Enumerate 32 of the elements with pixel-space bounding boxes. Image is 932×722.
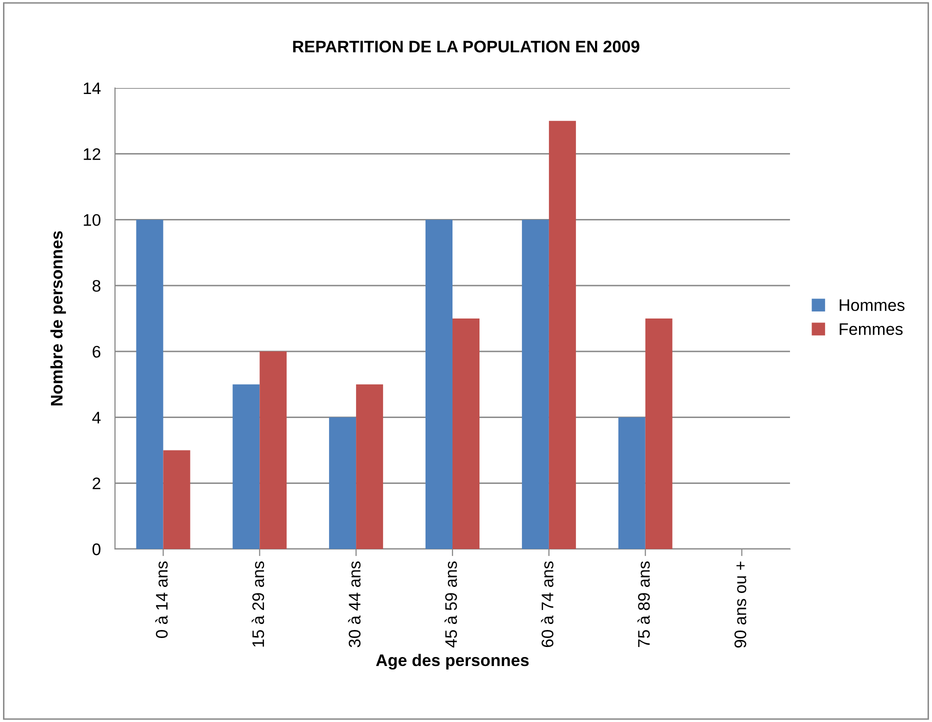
x-tick-label: 45 à 59 ans (444, 561, 457, 648)
x-tick-label: 75 à 89 ans (637, 561, 650, 648)
y-tick-label: 14 (84, 82, 101, 94)
bar (260, 351, 287, 549)
bar (329, 417, 356, 549)
y-tick-label: 12 (84, 148, 100, 160)
bar (548, 120, 576, 549)
bar (645, 318, 672, 549)
bar (426, 220, 452, 549)
y-tick-label: 8 (92, 280, 100, 292)
bar (452, 318, 480, 549)
x-tick-label: 0 à 14 ans (155, 561, 168, 638)
x-axis-title: Age des personnes (376, 654, 529, 670)
bar (232, 384, 260, 549)
y-tick-label: 6 (92, 346, 100, 358)
legend-label: Femmes (840, 323, 903, 335)
y-tick-label: 4 (92, 412, 101, 424)
x-tick-label: 30 à 44 ans (348, 561, 361, 648)
x-tick-label: 90 ans ou + (734, 562, 746, 648)
x-tick-label: 15 à 29 ans (252, 561, 264, 647)
bar (136, 220, 164, 549)
y-axis-title: Nombre de personnes (50, 231, 66, 406)
y-tick-label: 10 (84, 214, 100, 226)
x-tick-label: 60 à 74 ans (540, 561, 554, 648)
bar (522, 220, 549, 549)
bar (618, 417, 646, 549)
bar (163, 450, 190, 549)
bar (356, 384, 384, 549)
y-tick-label: 0 (92, 543, 100, 556)
chart-title: REPARTITION DE LA POPULATION EN 2009 (293, 40, 640, 52)
y-tick-label: 2 (92, 478, 100, 490)
legend-label: Hommes (840, 299, 904, 312)
